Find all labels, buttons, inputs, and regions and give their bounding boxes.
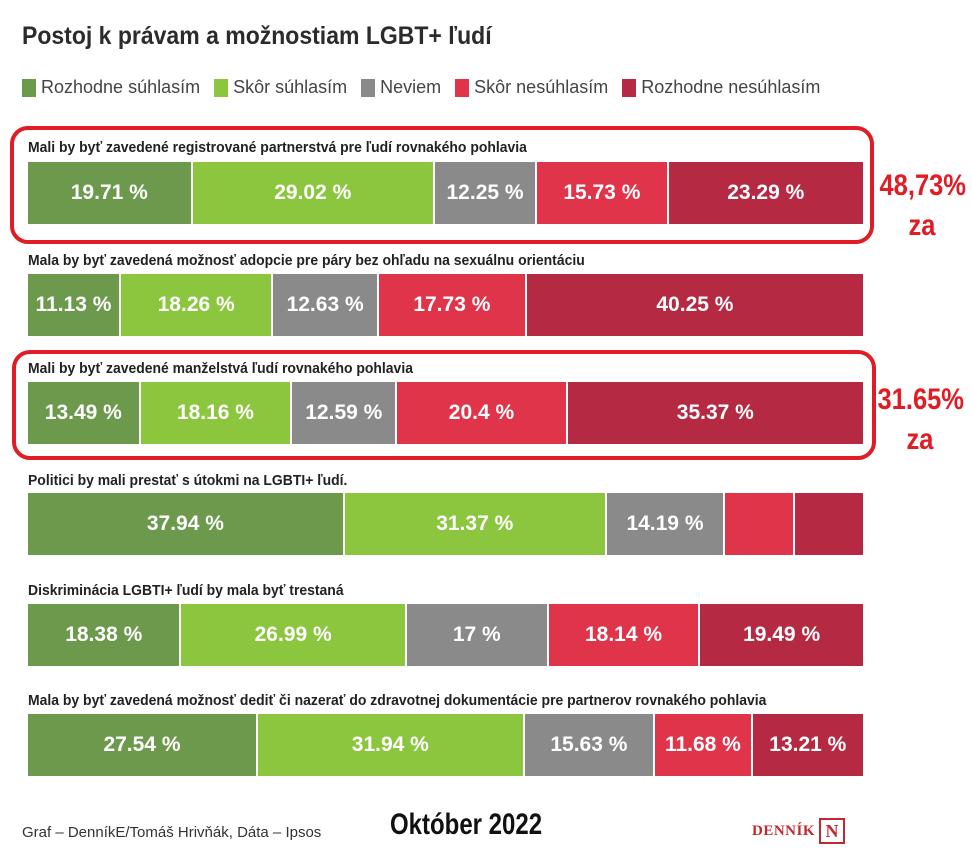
stacked-bar-3: 13.49 % 18.16 % 12.59 % 20.4 % 35.37 % <box>28 382 863 444</box>
logo-text: DENNÍK <box>752 822 816 839</box>
legend-item-strongly-disagree: Rozhodne nesúhlasím <box>622 77 820 98</box>
question-label-5: Diskriminácia LGBTI+ ľudí by mala byť tr… <box>28 582 344 599</box>
bar-segment-rather-disagree: 11.68 % <box>655 714 753 776</box>
bar-segment-rather-disagree: 15.73 % <box>537 162 669 224</box>
legend-item-rather-agree: Skôr súhlasím <box>214 77 347 98</box>
stacked-bar-1: 19.71 % 29.02 % 12.25 % 15.73 % 23.29 % <box>28 162 863 224</box>
annotation-word: za <box>906 423 934 456</box>
legend-swatch <box>22 78 36 97</box>
legend-item-dont-know: Neviem <box>361 77 441 98</box>
bar-segment-rather-agree: 29.02 % <box>192 162 435 224</box>
legend-item-rather-disagree: Skôr nesúhlasím <box>455 77 608 98</box>
bar-segment-strongly-disagree <box>794 493 863 555</box>
logo-n-icon: N <box>819 818 846 844</box>
bar-segment-strongly-disagree: 40.25 % <box>526 274 863 336</box>
bar-segment-rather-disagree: 20.4 % <box>397 382 568 444</box>
highlight-box-partnerships <box>10 126 874 244</box>
legend-swatch <box>361 78 376 97</box>
annotation-partnerships: 48,73% za <box>879 166 966 246</box>
legend-swatch <box>622 78 637 97</box>
stacked-bar-4: 37.94 % 31.37 % 14.19 % <box>28 493 863 555</box>
legend-label: Skôr súhlasím <box>233 77 348 97</box>
bar-segment-dont-know: 12.25 % <box>434 162 538 224</box>
bar-segment-strongly-agree: 37.94 % <box>28 493 345 555</box>
legend-swatch <box>214 78 229 97</box>
legend: Rozhodne súhlasím Skôr súhlasím Neviem S… <box>22 77 834 98</box>
question-label-2: Mala by byť zavedená možnosť adopcie pre… <box>28 252 585 269</box>
question-label-4: Politici by mali prestať s útokmi na LGB… <box>28 472 348 489</box>
bar-segment-dont-know: 12.63 % <box>273 274 379 336</box>
bar-segment-dont-know: 17 % <box>406 604 549 666</box>
bar-segment-strongly-agree: 18.38 % <box>28 604 182 666</box>
bar-segment-rather-agree: 18.26 % <box>120 274 274 336</box>
bar-segment-rather-disagree: 18.14 % <box>548 604 701 666</box>
legend-label: Neviem <box>380 77 442 97</box>
stacked-bar-5: 18.38 % 26.99 % 17 % 18.14 % 19.49 % <box>28 604 863 666</box>
source-credit: Graf – DenníkE/Tomáš Hrivňák, Dáta – Ips… <box>22 824 322 841</box>
bar-segment-rather-agree: 26.99 % <box>181 604 407 666</box>
bar-segment-strongly-disagree: 19.49 % <box>700 604 863 666</box>
legend-label: Rozhodne nesúhlasím <box>641 77 821 97</box>
question-label-6: Mala by byť zavedená možnosť dediť či na… <box>28 692 767 709</box>
annotation-word: za <box>908 209 936 242</box>
highlight-box-marriage <box>12 350 876 460</box>
bar-segment-rather-disagree: 17.73 % <box>378 274 527 336</box>
annotation-value: 48,73% <box>879 169 966 202</box>
question-label-1: Mali by byť zavedené registrované partne… <box>28 139 527 156</box>
legend-swatch <box>455 78 470 97</box>
chart-title: Postoj k právam a možnostiam LGBT+ ľudí <box>22 22 492 50</box>
legend-label: Skôr nesúhlasím <box>474 77 609 97</box>
bar-segment-strongly-disagree: 23.29 % <box>668 162 863 224</box>
bar-segment-dont-know: 15.63 % <box>524 714 656 776</box>
bar-segment-rather-agree: 18.16 % <box>140 382 293 444</box>
bar-segment-strongly-disagree: 13.21 % <box>752 714 863 776</box>
stacked-bar-2: 11.13 % 18.26 % 12.63 % 17.73 % 40.25 % <box>28 274 863 336</box>
bar-segment-strongly-agree: 27.54 % <box>28 714 258 776</box>
bar-segment-rather-agree: 31.94 % <box>257 714 525 776</box>
dennik-n-logo: DENNÍK N <box>752 816 868 846</box>
bar-segment-strongly-disagree: 35.37 % <box>567 382 863 444</box>
bar-segment-strongly-agree: 19.71 % <box>28 162 193 224</box>
question-label-3: Mali by byť zavedené manželstvá ľudí rov… <box>28 360 413 377</box>
survey-date: Október 2022 <box>390 808 543 841</box>
bar-segment-dont-know: 14.19 % <box>606 493 726 555</box>
legend-item-strongly-agree: Rozhodne súhlasím <box>22 77 200 98</box>
bar-segment-dont-know: 12.59 % <box>292 382 398 444</box>
annotation-value: 31.65% <box>877 383 964 416</box>
bar-segment-strongly-agree: 11.13 % <box>28 274 121 336</box>
bar-segment-rather-disagree <box>725 493 795 555</box>
annotation-marriage: 31.65% za <box>877 380 964 460</box>
bar-segment-rather-agree: 31.37 % <box>344 493 607 555</box>
bar-segment-strongly-agree: 13.49 % <box>28 382 141 444</box>
stacked-bar-6: 27.54 % 31.94 % 15.63 % 11.68 % 13.21 % <box>28 714 863 776</box>
legend-label: Rozhodne súhlasím <box>41 77 201 97</box>
